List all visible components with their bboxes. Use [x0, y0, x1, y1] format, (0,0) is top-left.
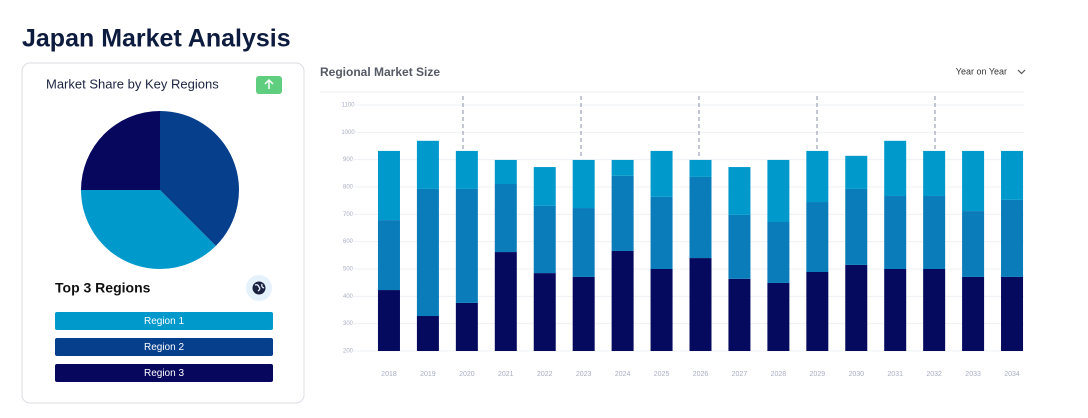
bar-segment — [884, 196, 907, 269]
x-tick-label: 2019 — [420, 371, 436, 378]
bar-segment — [455, 188, 478, 303]
x-tick-label: 2034 — [1004, 371, 1020, 378]
bar-segment — [533, 273, 556, 351]
pie-slice — [81, 111, 160, 190]
bar-segment — [923, 150, 946, 197]
bar-title: Regional Market Size — [320, 65, 440, 79]
arrow-icon — [264, 78, 274, 89]
x-tick-label: 2029 — [810, 371, 826, 378]
top-regions-title: Top 3 Regions — [55, 280, 151, 296]
y-tick-label: 900 — [343, 157, 354, 163]
bar-segment — [1001, 150, 1024, 200]
bar-segment — [377, 150, 400, 221]
x-tick-label: 2033 — [965, 371, 981, 378]
bar-segment — [611, 159, 634, 176]
region-label: Region 2 — [144, 342, 184, 353]
y-tick-label: 200 — [343, 349, 354, 355]
bar-segment — [962, 150, 985, 212]
bar-segment — [650, 150, 673, 197]
bar-segment — [923, 269, 946, 351]
bar-segment — [611, 250, 634, 351]
globe-detail — [254, 283, 265, 292]
x-tick-label: 2018 — [381, 371, 397, 378]
x-tick-label: 2031 — [887, 371, 903, 378]
bar-segment — [806, 150, 829, 203]
period-selector[interactable]: Year on Year — [956, 66, 1007, 76]
x-tick-label: 2032 — [926, 371, 942, 378]
x-tick-label: 2020 — [459, 371, 475, 378]
bar-segment — [611, 175, 634, 251]
region-label: Region 3 — [144, 368, 184, 379]
y-tick-label: 500 — [343, 267, 354, 273]
x-tick-label: 2022 — [537, 371, 553, 378]
bar-segment — [572, 276, 595, 351]
bar-segment — [494, 252, 517, 351]
bar-segment — [650, 269, 673, 351]
bar-segment — [962, 211, 985, 277]
region-button[interactable] — [55, 364, 273, 382]
page-title: Japan Market Analysis — [22, 25, 291, 53]
bar-segment — [884, 140, 907, 197]
x-tick-label: 2023 — [576, 371, 592, 378]
bar-segment — [767, 282, 790, 351]
bar-segment — [572, 208, 595, 277]
x-tick-label: 2024 — [615, 371, 631, 378]
bar-segment — [416, 140, 439, 189]
bar-segment — [767, 221, 790, 283]
x-tick-label: 2025 — [654, 371, 670, 378]
bar-segment — [962, 276, 985, 351]
dropdown-icon — [1017, 69, 1026, 75]
y-tick-label: 800 — [343, 185, 354, 191]
pie-slice — [81, 190, 216, 270]
bar-segment — [767, 159, 790, 222]
pie-title: Market Share by Key Regions — [46, 76, 219, 91]
bar-segment — [689, 258, 712, 351]
y-tick-label: 1000 — [341, 130, 355, 136]
bar-segment — [650, 196, 673, 269]
bar-segment — [416, 316, 439, 351]
bar-segment — [1001, 199, 1024, 277]
y-tick-label: 400 — [343, 294, 354, 300]
bar-segment — [728, 214, 751, 279]
region-button[interactable] — [55, 312, 273, 330]
y-tick-label: 1100 — [342, 103, 356, 109]
bar-segment — [455, 150, 478, 189]
x-tick-label: 2026 — [693, 371, 709, 378]
bar-segment — [494, 183, 517, 253]
x-tick-label: 2027 — [732, 371, 748, 378]
bar-segment — [845, 188, 868, 265]
bar-segment — [494, 159, 517, 184]
region-button[interactable] — [55, 338, 273, 356]
bar-segment — [806, 202, 829, 273]
bar-segment — [884, 269, 907, 351]
bar-segment — [533, 205, 556, 274]
x-tick-label: 2028 — [771, 371, 787, 378]
bar-segment — [416, 188, 439, 317]
x-tick-label: 2030 — [848, 371, 864, 378]
y-tick-label: 300 — [343, 321, 354, 327]
y-tick-label: 700 — [343, 212, 354, 218]
pie-slice — [160, 111, 240, 246]
bar-segment — [377, 290, 400, 351]
bar-segment — [806, 272, 829, 351]
bar-segment — [845, 264, 868, 351]
bar-segment — [689, 159, 712, 177]
bar-segment — [845, 155, 868, 189]
bar-segment — [689, 176, 712, 259]
bar-segment — [572, 159, 595, 209]
bar-segment — [923, 196, 946, 269]
bar-segment — [533, 167, 556, 206]
bar-segment — [728, 167, 751, 215]
bar-segment — [1001, 276, 1024, 351]
bar-segment — [377, 220, 400, 291]
y-tick-label: 600 — [343, 239, 354, 245]
region-label: Region 1 — [144, 316, 184, 327]
bar-segment — [728, 278, 751, 351]
bar-segment — [455, 302, 478, 351]
x-tick-label: 2021 — [498, 371, 514, 378]
